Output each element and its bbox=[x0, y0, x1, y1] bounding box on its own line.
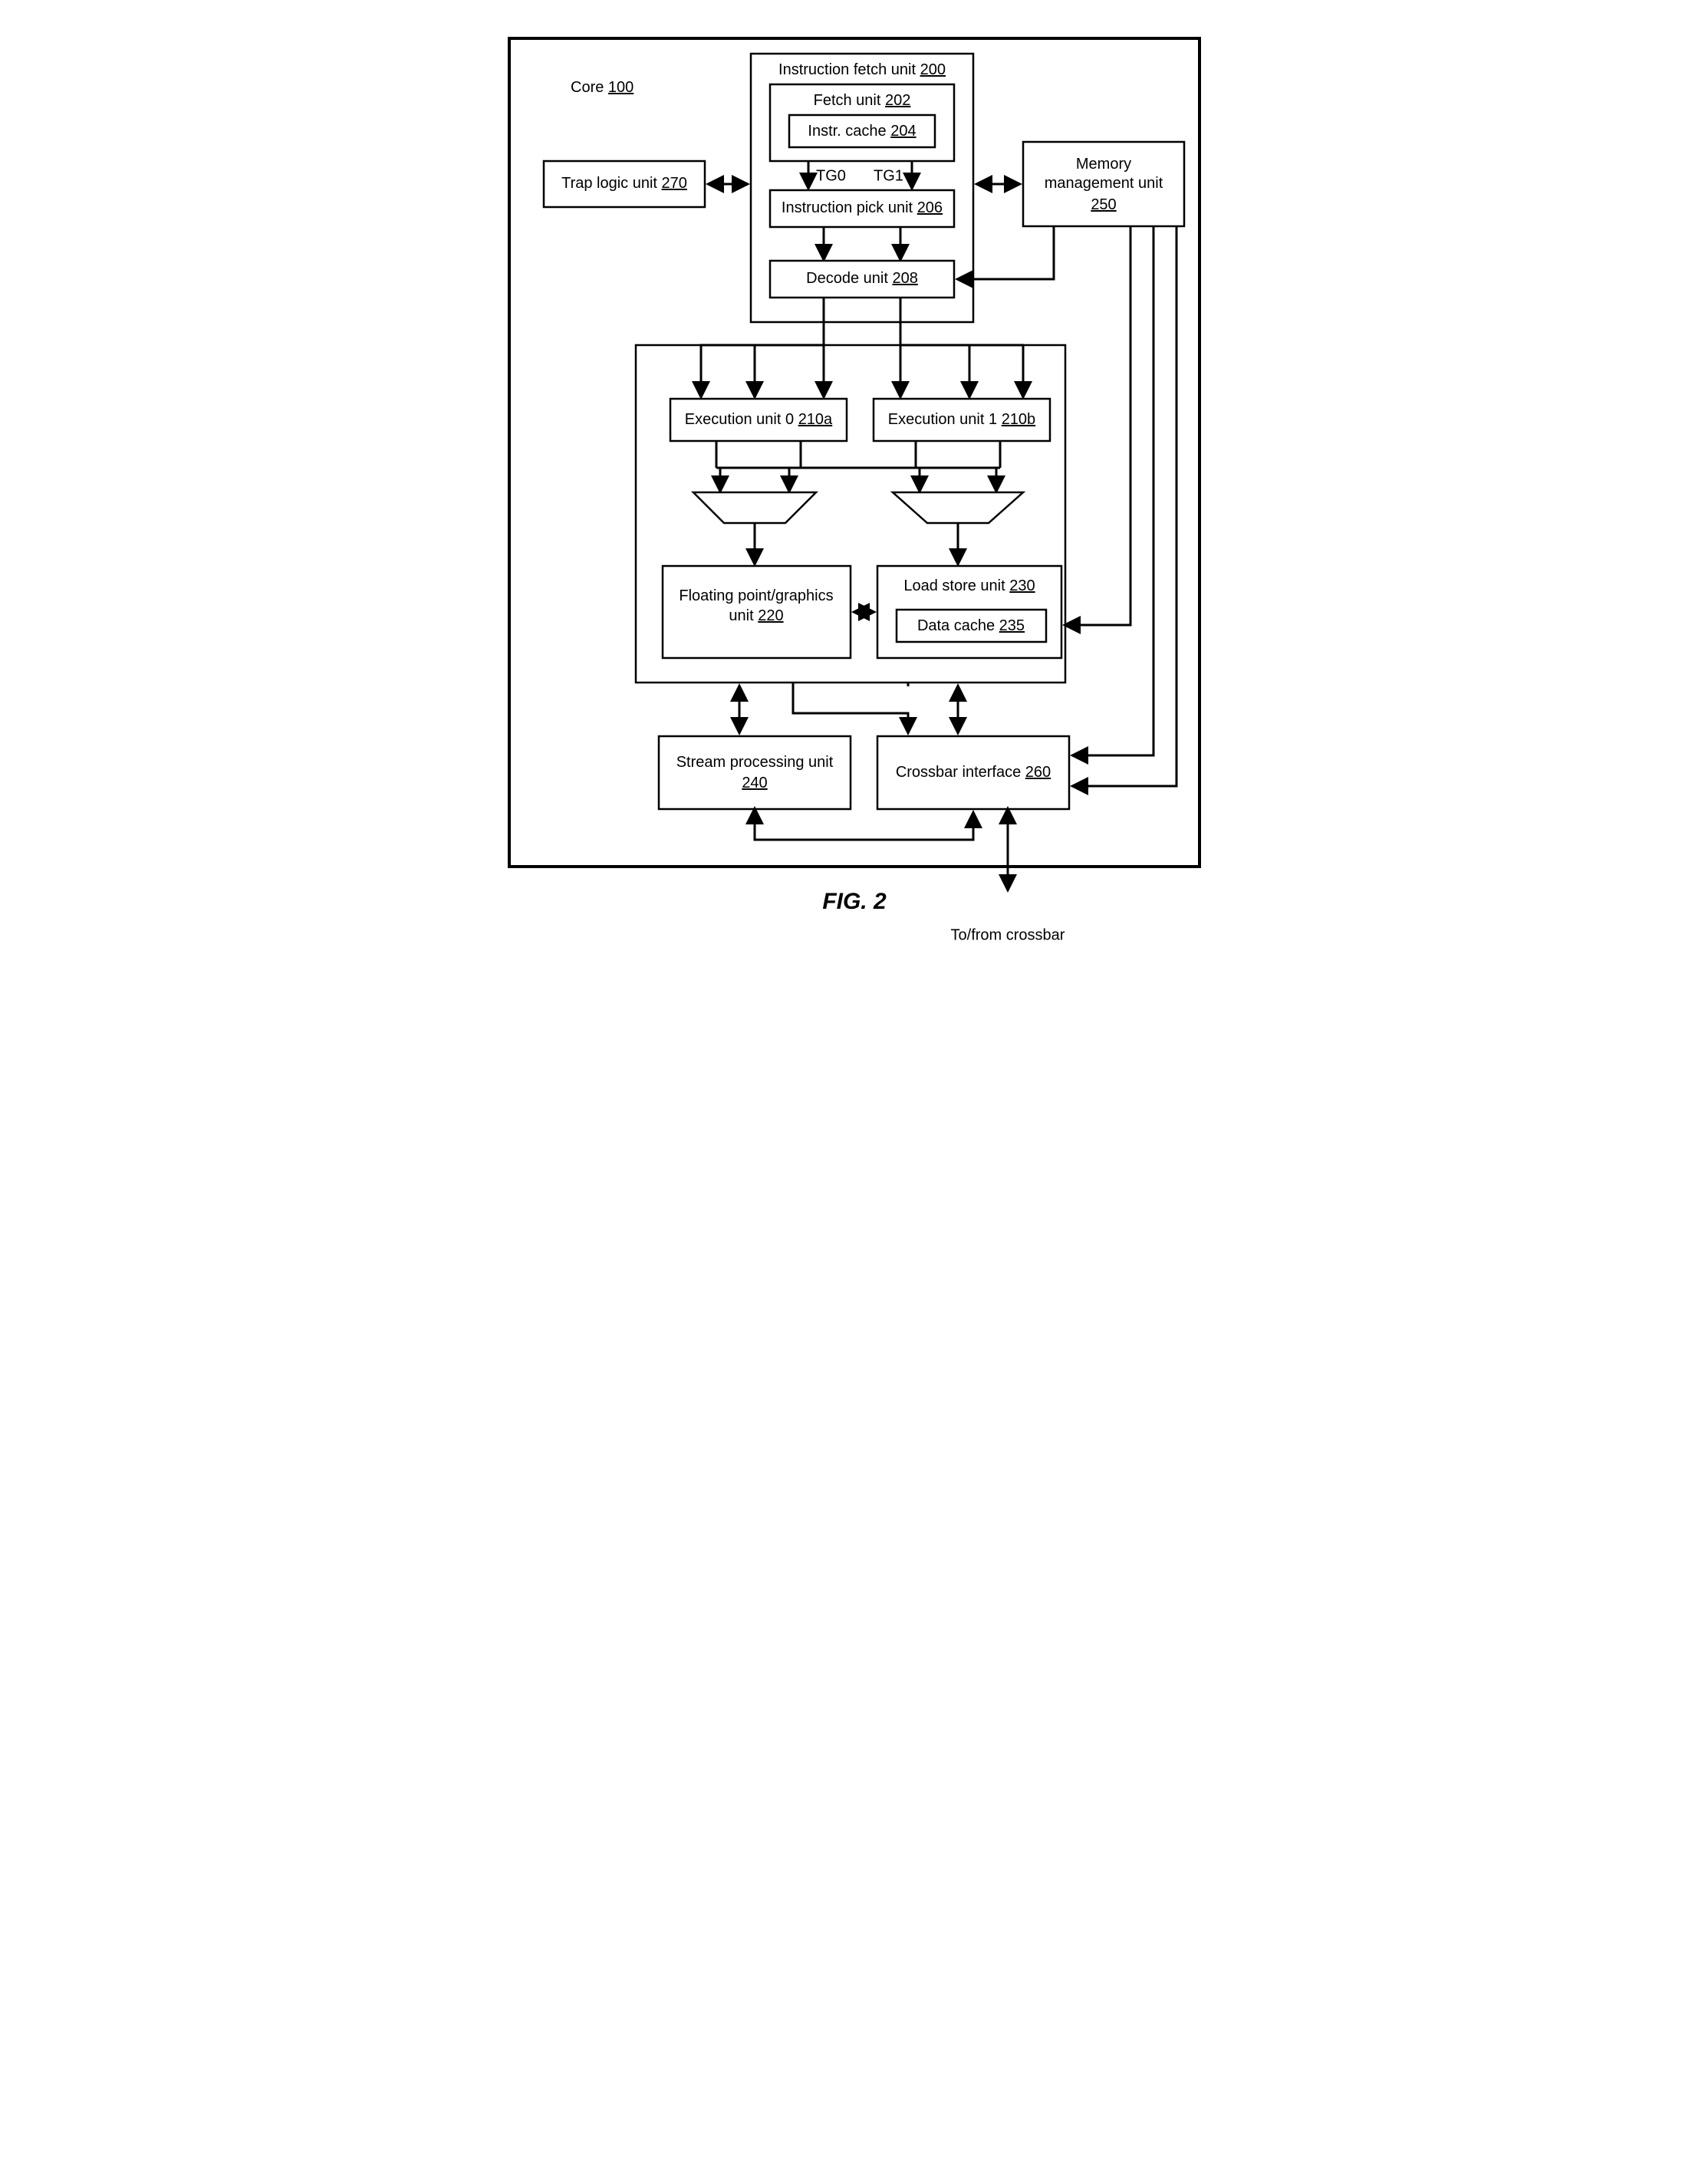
tofrom-label: To/from crossbar bbox=[950, 926, 1065, 943]
tlu-label: Trap logic unit 270 bbox=[561, 175, 687, 192]
spu-box bbox=[659, 736, 851, 809]
fgu-cbi bbox=[793, 683, 908, 732]
exu0-label: Execution unit 0 210a bbox=[684, 411, 832, 428]
tg0-label: TG0 bbox=[816, 167, 846, 184]
ifu-title: Instruction fetch unit 200 bbox=[778, 61, 946, 78]
mmu-cbi2 bbox=[1073, 226, 1177, 786]
mmu-label2: management unit bbox=[1044, 175, 1163, 192]
instr-cache-label: Instr. cache 204 bbox=[808, 123, 916, 140]
spu-label: Stream processing unit bbox=[676, 754, 833, 771]
fgu-label1: Floating point/graphics bbox=[679, 587, 833, 604]
tg1-label: TG1 bbox=[874, 167, 903, 184]
pick-unit-label: Instruction pick unit 206 bbox=[781, 199, 942, 216]
core-label: Core 100 bbox=[571, 79, 634, 96]
mmu-cbi1 bbox=[1073, 226, 1153, 755]
fetch-unit-label: Fetch unit 202 bbox=[813, 92, 910, 109]
cbi-label: Crossbar interface 260 bbox=[895, 764, 1050, 781]
mmu-ref: 250 bbox=[1091, 196, 1116, 213]
lsu-label: Load store unit 230 bbox=[903, 577, 1035, 594]
mmu-label: Memory bbox=[1075, 156, 1130, 173]
dcache-label: Data cache 235 bbox=[917, 617, 1024, 634]
fgu-label2: unit 220 bbox=[729, 607, 783, 624]
exu1-label: Execution unit 1 210b bbox=[887, 411, 1035, 428]
mmu-lsu bbox=[1065, 226, 1130, 625]
figure-label: FIG. 2 bbox=[822, 889, 887, 914]
spu-ref: 240 bbox=[742, 775, 767, 791]
decode-unit-label: Decode unit 208 bbox=[806, 270, 918, 287]
core-diagram: Core 100 Instruction fetch unit 200 Fetc… bbox=[486, 15, 1223, 951]
spu-cbi bbox=[755, 809, 973, 840]
